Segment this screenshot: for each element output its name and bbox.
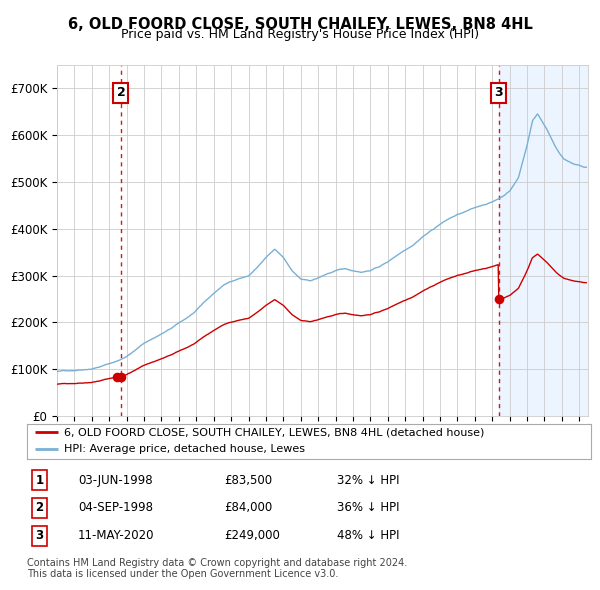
- Text: 03-JUN-1998: 03-JUN-1998: [78, 474, 152, 487]
- Point: [116, 372, 125, 381]
- Text: 2: 2: [35, 502, 43, 514]
- Text: Price paid vs. HM Land Registry's House Price Index (HPI): Price paid vs. HM Land Registry's House …: [121, 28, 479, 41]
- Text: 2: 2: [116, 87, 125, 100]
- Text: 3: 3: [494, 87, 503, 100]
- Text: 3: 3: [35, 529, 43, 542]
- Text: 11-MAY-2020: 11-MAY-2020: [78, 529, 154, 542]
- Text: 04-SEP-1998: 04-SEP-1998: [78, 502, 153, 514]
- Text: 1: 1: [35, 474, 43, 487]
- Text: HPI: Average price, detached house, Lewes: HPI: Average price, detached house, Lewe…: [64, 444, 305, 454]
- Text: 6, OLD FOORD CLOSE, SOUTH CHAILEY, LEWES, BN8 4HL: 6, OLD FOORD CLOSE, SOUTH CHAILEY, LEWES…: [68, 17, 532, 31]
- Bar: [499, 65, 588, 416]
- Text: 48% ↓ HPI: 48% ↓ HPI: [337, 529, 400, 542]
- Text: 6, OLD FOORD CLOSE, SOUTH CHAILEY, LEWES, BN8 4HL (detached house): 6, OLD FOORD CLOSE, SOUTH CHAILEY, LEWES…: [64, 428, 484, 437]
- Point: [112, 372, 121, 382]
- Text: £83,500: £83,500: [224, 474, 272, 487]
- Text: 36% ↓ HPI: 36% ↓ HPI: [337, 502, 400, 514]
- Text: £249,000: £249,000: [224, 529, 280, 542]
- Text: 32% ↓ HPI: 32% ↓ HPI: [337, 474, 400, 487]
- Text: Contains HM Land Registry data © Crown copyright and database right 2024.
This d: Contains HM Land Registry data © Crown c…: [27, 558, 407, 579]
- Point: [494, 294, 503, 304]
- Text: £84,000: £84,000: [224, 502, 272, 514]
